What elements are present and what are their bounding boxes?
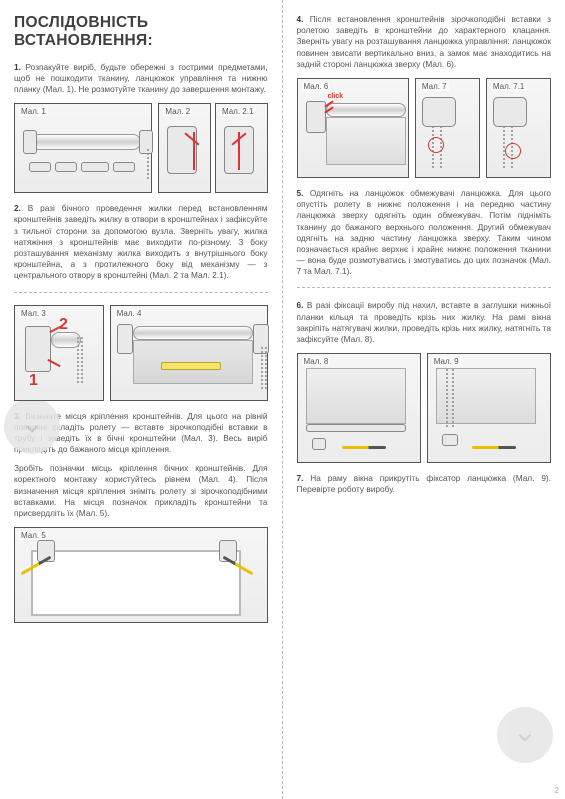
step-6-text: 6. В разі фіксації виробу під нахил, вст…: [297, 300, 552, 345]
figure-9-label: Мал. 9: [432, 357, 461, 366]
figure-2-label: Мал. 2: [163, 107, 192, 116]
step-2-body: В разі бічного проведення жилки перед вс…: [14, 203, 268, 280]
watermark-right: [497, 707, 553, 763]
figure-1: Мал. 1: [14, 103, 152, 193]
figure-8: Мал. 8: [297, 353, 421, 463]
step-4-text: 4. Після встановлення кронштейнів зірочк…: [297, 14, 552, 70]
step-6-num: 6.: [297, 300, 304, 310]
figure-71-label: Мал. 7.1: [491, 82, 526, 91]
arrow-down-icon: [18, 412, 46, 440]
right-column: 4. Після встановлення кронштейнів зірочк…: [283, 0, 565, 799]
figure-2-1: Мал. 2.1: [215, 103, 268, 193]
step-1-body: Розпакуйте виріб, будьте обережні з гост…: [14, 62, 268, 94]
step-7-num: 7.: [297, 473, 304, 483]
figure-9: Мал. 9: [427, 353, 551, 463]
figure-5-label: Мал. 5: [19, 531, 48, 540]
step-2-text: 2. В разі бічного проведення жилки перед…: [14, 203, 268, 281]
step-3b-body: Зробіть позначки місць кріплення бічних …: [14, 463, 268, 518]
page-number: 2: [555, 786, 559, 795]
step-2-num: 2.: [14, 203, 21, 213]
divider-right-1: [297, 287, 552, 288]
step-4-body: Після встановлення кронштейнів зірочкопо…: [297, 14, 552, 69]
divider-left-1: [14, 292, 268, 293]
figure-2-wrap: Мал. 2 Мал. 2.1: [158, 103, 267, 193]
step-3b-text: Зробіть позначки місць кріплення бічних …: [14, 463, 268, 519]
figure-7-label: Мал. 7: [420, 82, 449, 91]
figure-6: Мал. 6 click: [297, 78, 409, 178]
figure-7: Мал. 7: [415, 78, 480, 178]
step-4-num: 4.: [297, 14, 304, 24]
page: ПОСЛІДОВНІСТЬ ВСТАНОВЛЕННЯ: 1. Розпакуйт…: [0, 0, 565, 799]
click-label: click: [328, 93, 344, 100]
figure-1-label: Мал. 1: [19, 107, 48, 116]
watermark-left: [4, 398, 60, 454]
figure-8-label: Мал. 8: [302, 357, 331, 366]
arrow-down-icon: [511, 721, 539, 749]
figure-7-1: Мал. 7.1: [486, 78, 551, 178]
figure-4: Мал. 4: [110, 305, 268, 401]
step-7-body: На раму вікна прикрутіть фіксатор ланцюж…: [297, 473, 552, 494]
figure-3: Мал. 3 2 1: [14, 305, 104, 401]
figure-3-label: Мал. 3: [19, 309, 48, 318]
fig-row-1: Мал. 1 Мал. 2 Мал. 2.1: [14, 103, 268, 193]
step-1-text: 1. Розпакуйте виріб, будьте обережні з г…: [14, 62, 268, 96]
figure-4-label: Мал. 4: [115, 309, 144, 318]
step-5-body: Одягніть на ланцюжок обмежувачі ланцюжка…: [297, 188, 552, 276]
figure-6-label: Мал. 6: [302, 82, 331, 91]
fig-row-5: Мал. 8 Мал. 9: [297, 353, 552, 463]
step-5-num: 5.: [297, 188, 304, 198]
figure-5: Мал. 5: [14, 527, 268, 623]
fig-row-4: Мал. 6 click Мал. 7 Мал. 7.1: [297, 78, 552, 178]
left-column: ПОСЛІДОВНІСТЬ ВСТАНОВЛЕННЯ: 1. Розпакуйт…: [0, 0, 283, 799]
big-number-1: 1: [29, 372, 38, 390]
big-number-2: 2: [59, 316, 68, 334]
fig-row-2: Мал. 3 2 1 Мал. 4: [14, 305, 268, 401]
step-1-num: 1.: [14, 62, 21, 72]
fig-row-3: Мал. 5: [14, 527, 268, 623]
figure-21-label: Мал. 2.1: [220, 107, 255, 116]
step-7-text: 7. На раму вікна прикрутіть фіксатор лан…: [297, 473, 552, 495]
step-6-body: В разі фіксації виробу під нахил, вставт…: [297, 300, 552, 344]
figure-2: Мал. 2: [158, 103, 211, 193]
page-title: ПОСЛІДОВНІСТЬ ВСТАНОВЛЕННЯ:: [14, 14, 268, 50]
step-5-text: 5. Одягніть на ланцюжок обмежувачі ланцю…: [297, 188, 552, 278]
